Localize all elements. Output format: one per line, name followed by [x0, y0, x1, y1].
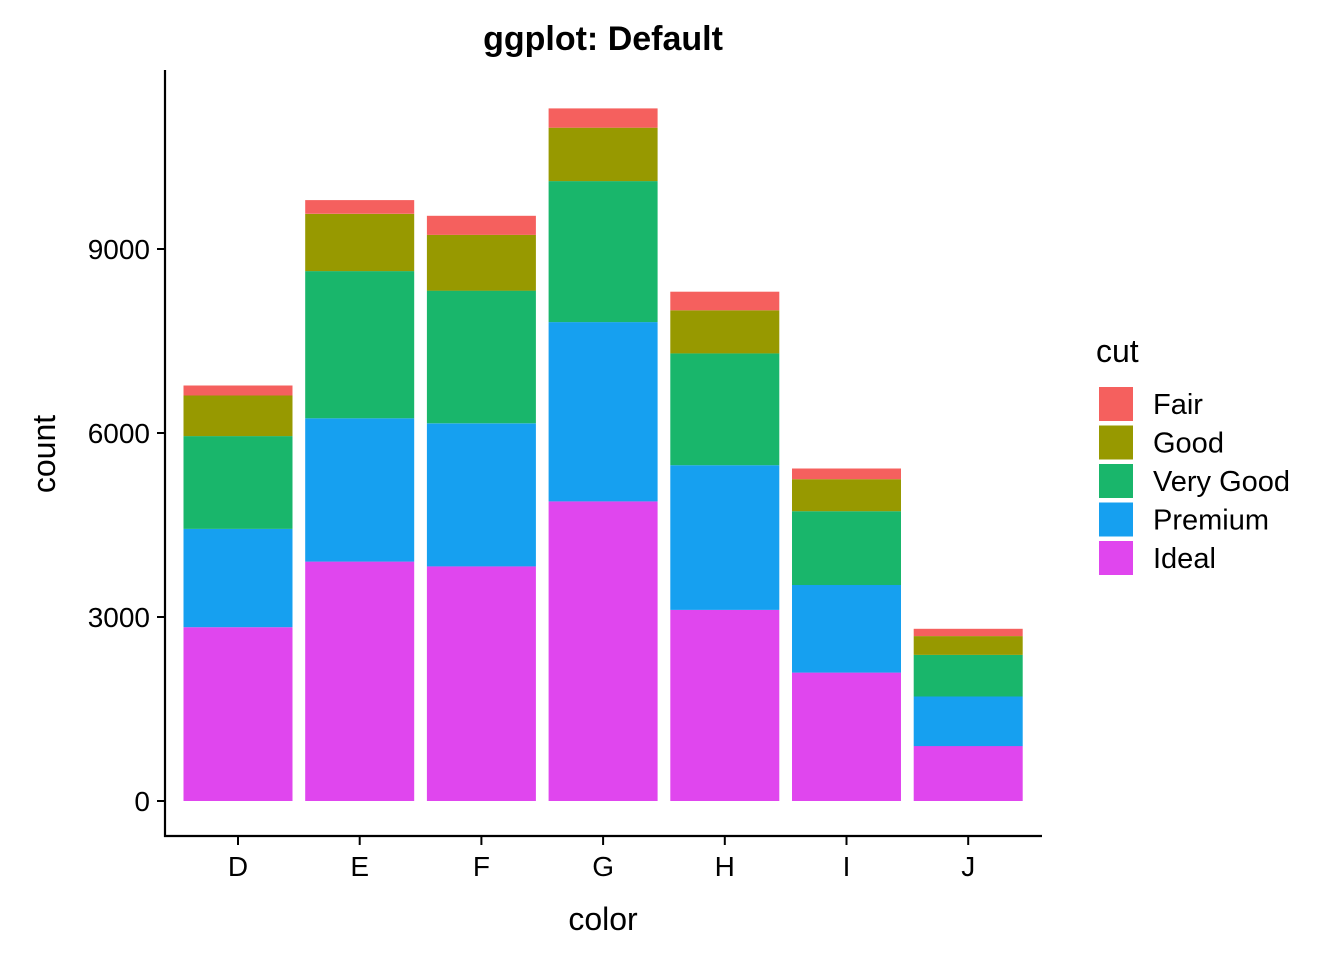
x-tick-label: F [473, 851, 490, 882]
legend-swatch-very-good [1099, 464, 1133, 498]
bar-G-premium [548, 322, 658, 502]
bar-J-ideal [913, 746, 1023, 801]
bar-D-ideal [183, 627, 293, 801]
x-axis-title: color [568, 901, 638, 937]
bar-I-ideal [792, 672, 901, 801]
x-tick-label: D [228, 851, 248, 882]
bar-G-very-good [548, 181, 658, 323]
bar-J-very-good [913, 654, 1023, 697]
bar-D-very-good [183, 436, 293, 529]
legend-label-fair: Fair [1153, 389, 1203, 421]
bar-E-fair [305, 200, 415, 214]
bar-E-ideal [305, 561, 415, 801]
bar-F-good [426, 234, 536, 291]
bars-group [183, 108, 1023, 801]
legend-swatch-premium [1099, 502, 1133, 537]
bar-F-fair [426, 215, 536, 235]
x-tick-label: G [592, 851, 614, 882]
bar-G-ideal [548, 501, 658, 801]
bar-F-very-good [426, 290, 536, 424]
bar-F-ideal [426, 566, 536, 801]
legend-label-good: Good [1153, 428, 1224, 460]
legend-swatch-good [1099, 425, 1133, 460]
bar-H-premium [670, 465, 780, 610]
y-axis-title: count [26, 415, 62, 493]
legend-swatch-fair [1099, 387, 1133, 421]
legend-label-ideal: Ideal [1153, 543, 1216, 575]
chart-title: ggplot: Default [483, 20, 723, 58]
bar-J-premium [913, 696, 1023, 747]
bar-E-very-good [305, 271, 415, 419]
bar-I-good [792, 479, 901, 512]
bar-E-premium [305, 418, 415, 562]
legend-swatch-ideal [1099, 541, 1133, 575]
x-tick-label: I [843, 851, 851, 882]
y-tick-label: 6000 [88, 418, 150, 449]
legend-label-very-good: Very Good [1153, 466, 1290, 498]
bar-H-ideal [670, 609, 780, 801]
x-tick-label: E [350, 851, 369, 882]
bar-I-fair [792, 468, 901, 480]
bar-J-fair [913, 628, 1023, 637]
bar-H-fair [670, 291, 780, 311]
y-tick-label: 3000 [88, 602, 150, 633]
x-ticks-group: D E F G H I J [228, 836, 975, 882]
legend-title: cut [1096, 333, 1139, 369]
x-tick-label: H [715, 851, 735, 882]
bar-H-good [670, 310, 780, 354]
bar-G-fair [548, 108, 658, 128]
bar-J-good [913, 636, 1023, 655]
bar-D-premium [183, 528, 293, 628]
bar-D-fair [183, 385, 293, 396]
bar-I-premium [792, 585, 901, 673]
bar-F-premium [426, 423, 536, 567]
legend: cut Fair Good Very Good Premium Ideal [1096, 333, 1290, 575]
bar-I-very-good [792, 511, 901, 585]
legend-label-premium: Premium [1153, 505, 1269, 537]
x-tick-label: J [961, 851, 975, 882]
y-tick-label: 9000 [88, 234, 150, 265]
bar-H-very-good [670, 353, 780, 466]
bar-G-good [548, 127, 658, 182]
bar-E-good [305, 213, 415, 272]
bar-D-good [183, 395, 293, 437]
y-tick-label: 0 [134, 786, 150, 817]
y-ticks-group: 0 3000 6000 9000 [88, 234, 165, 817]
